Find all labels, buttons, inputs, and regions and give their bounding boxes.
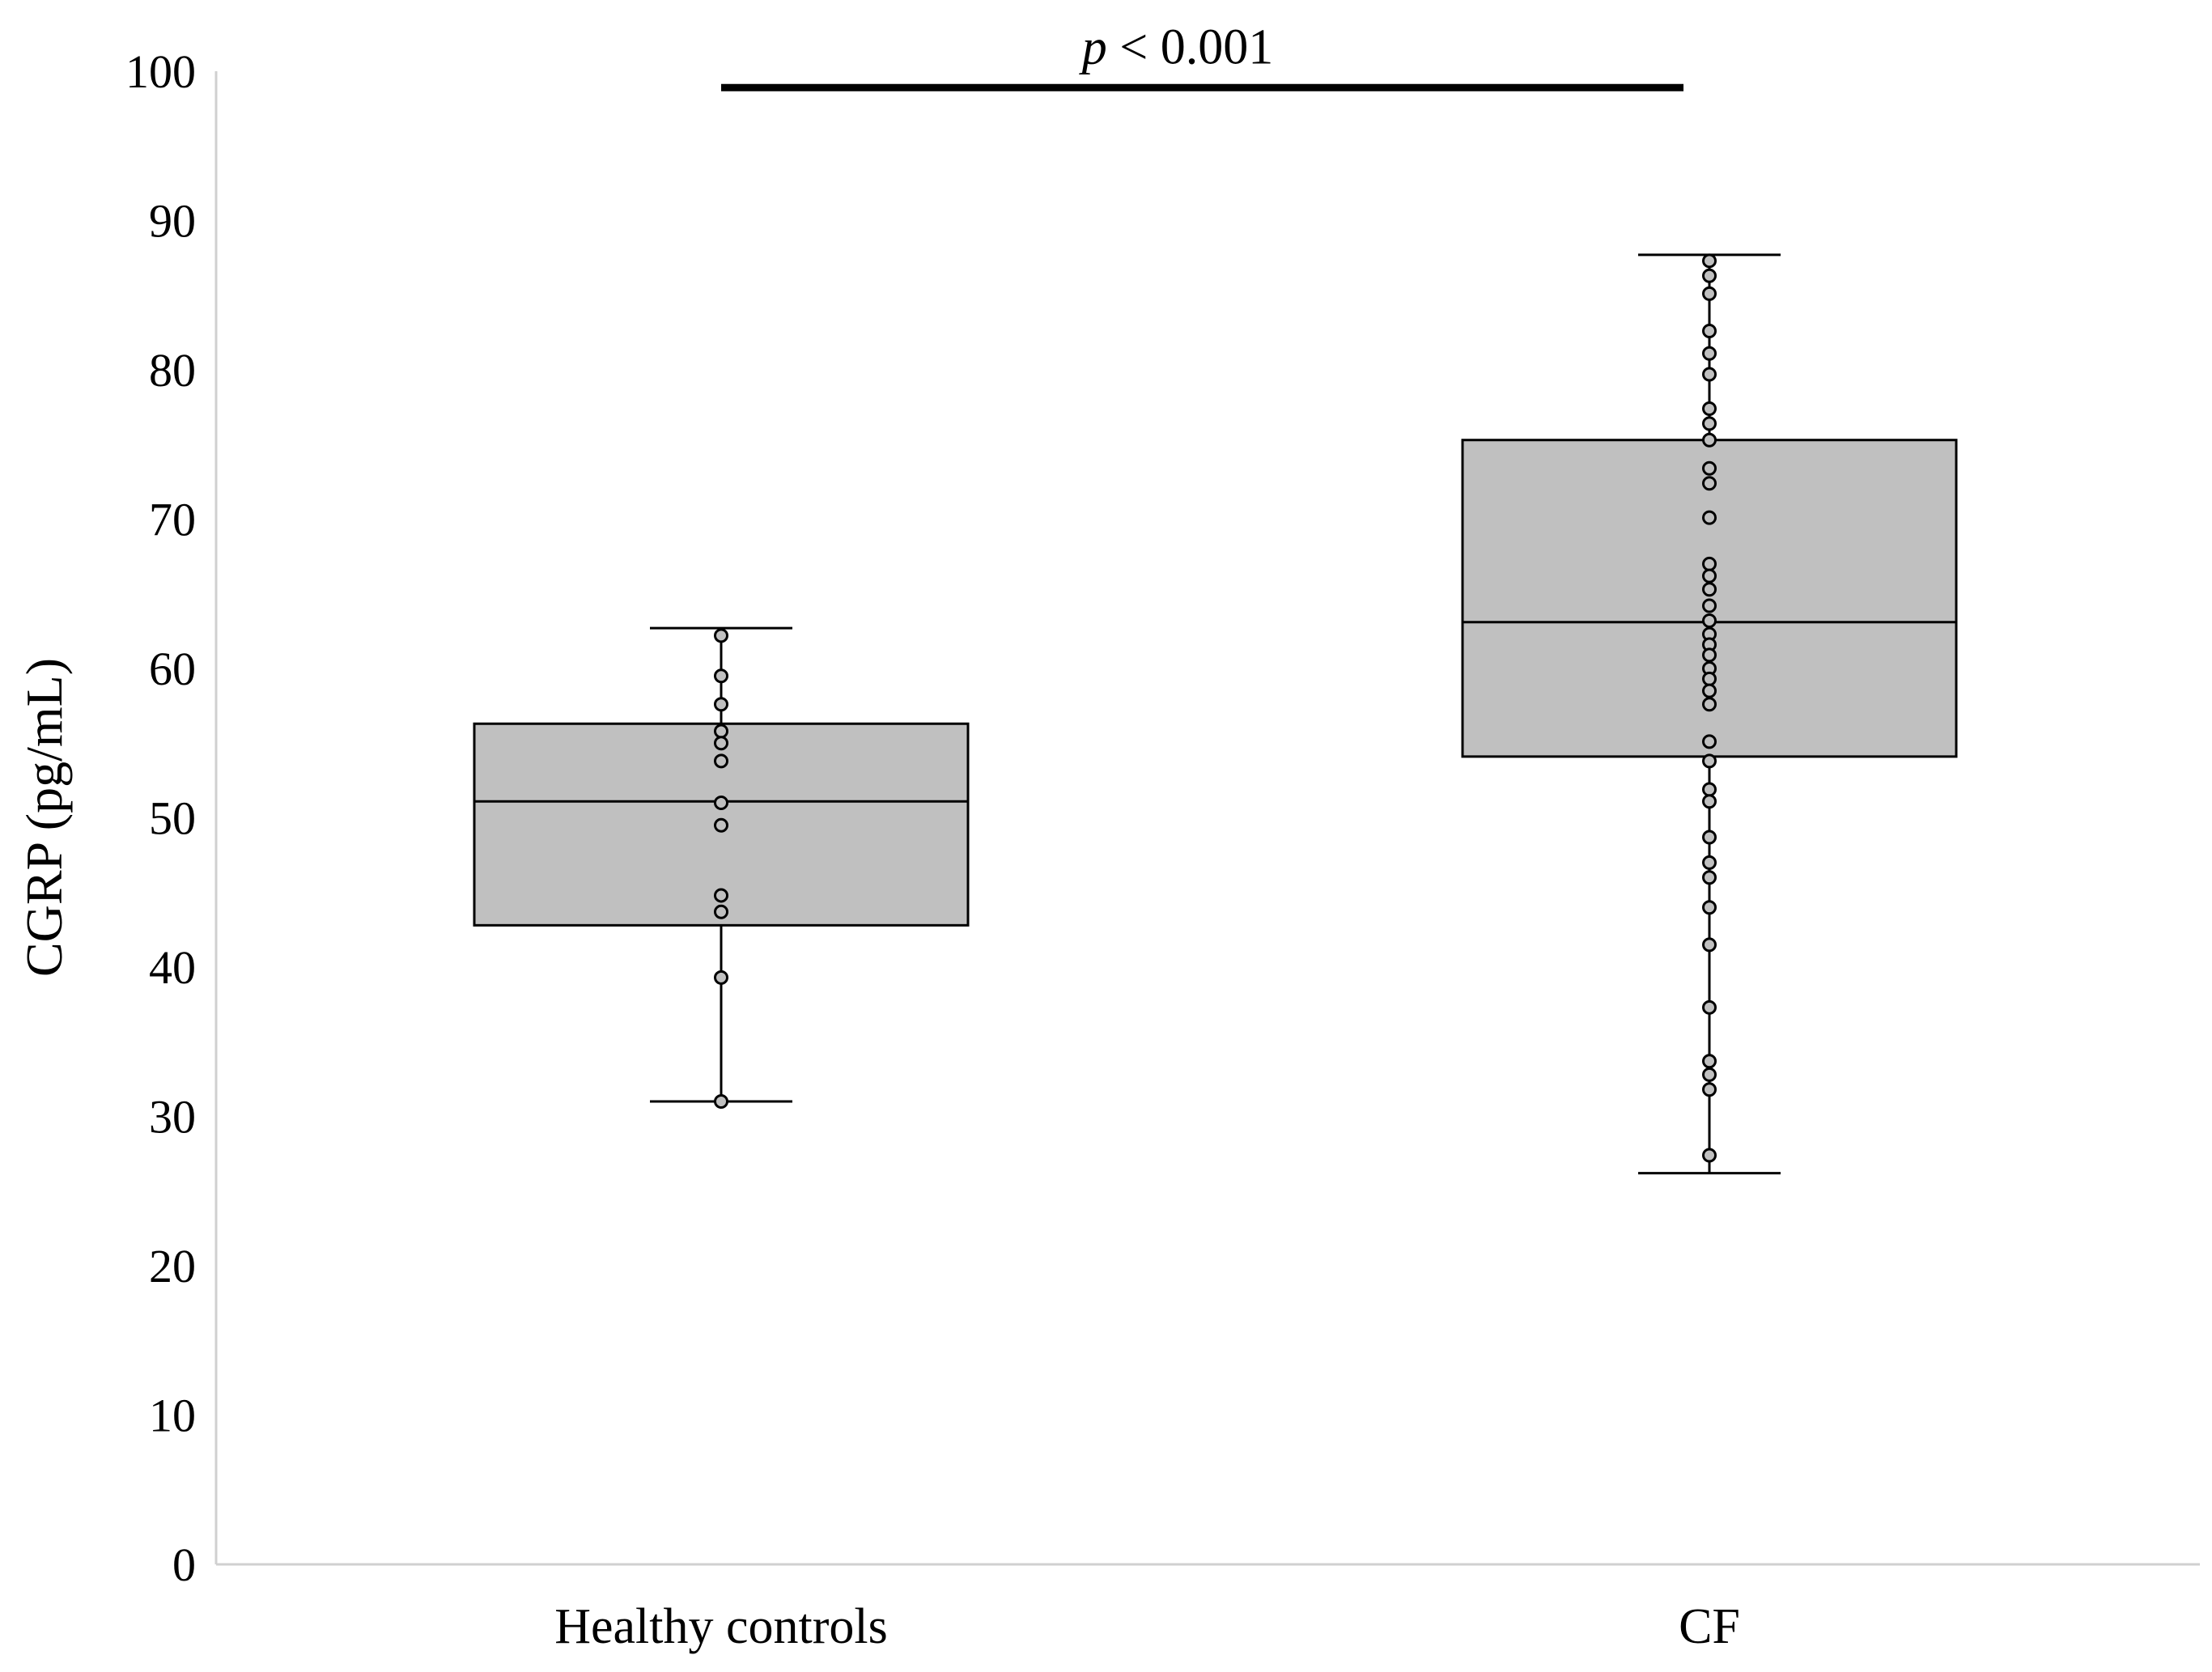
data-point [714,888,728,903]
p-value-text: < 0.001 [1107,19,1273,74]
data-point [1702,753,1717,769]
category-labels: Healthy controls CF [554,1599,1740,1654]
data-point [1702,671,1717,686]
box-groups [473,253,1958,1175]
y-tick-label: 60 [149,643,196,695]
y-tick-label: 100 [125,45,196,98]
data-point [1702,268,1717,283]
data-point [714,1094,728,1110]
data-point [1702,794,1717,809]
y-tick-label: 70 [149,494,196,546]
significance-annotation: p < 0.001 [721,19,1683,91]
y-tick-label: 90 [149,195,196,248]
data-point [1702,1054,1717,1069]
y-tick-labels: 0 10 20 30 40 50 60 70 80 90 100 [125,45,196,1591]
data-point [1702,1067,1717,1082]
data-point [1702,855,1717,870]
data-point [1702,510,1717,525]
data-point [714,628,728,643]
data-point [1702,253,1717,269]
y-axis-title: CGRP (pg/mL) [15,658,73,977]
data-point [1702,416,1717,431]
data-point [714,796,728,811]
y-tick-label: 50 [149,792,196,845]
data-point [1702,432,1717,448]
data-point [714,753,728,769]
data-point [1702,367,1717,382]
category-label: CF [1679,1599,1740,1654]
y-tick-label: 80 [149,344,196,397]
y-tick-label: 40 [149,941,196,994]
data-point [714,817,728,833]
data-point [1702,937,1717,953]
data-point [1702,476,1717,491]
data-point [1702,734,1717,749]
data-point [1702,598,1717,613]
data-point [1702,647,1717,663]
data-point [1702,683,1717,698]
box-group [473,626,970,1110]
data-point [1702,460,1717,476]
data-point [1702,286,1717,301]
data-point [1702,613,1717,628]
y-tick-label: 20 [149,1240,196,1292]
data-point [714,904,728,919]
data-point [1702,324,1717,339]
data-point [714,668,728,684]
data-point [1702,697,1717,712]
data-point [714,697,728,712]
data-point [714,736,728,751]
p-value-label: p < 0.001 [1079,19,1273,74]
data-point [1702,582,1717,597]
data-point [714,970,728,985]
box-group [1461,253,1958,1175]
y-tick-label: 0 [172,1538,196,1591]
data-point [1702,568,1717,584]
category-label: Healthy controls [554,1599,888,1654]
data-point [714,724,728,739]
data-point [1702,830,1717,845]
data-point [1702,401,1717,416]
data-point [1702,900,1717,915]
data-point [1702,1148,1717,1163]
data-point [1702,782,1717,797]
data-point [1702,1082,1717,1097]
y-tick-label: 30 [149,1091,196,1144]
data-point [1702,556,1717,571]
data-point [1702,870,1717,885]
y-tick-label: 10 [149,1390,196,1442]
p-symbol: p [1079,19,1107,74]
data-point [1702,346,1717,361]
data-point [1702,999,1717,1015]
